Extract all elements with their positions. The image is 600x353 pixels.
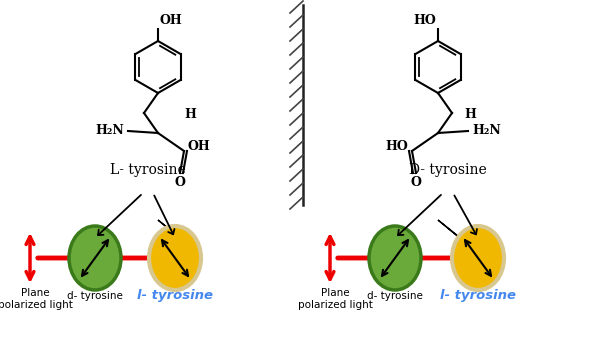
Text: H: H xyxy=(464,108,476,121)
Text: H₂N: H₂N xyxy=(95,125,124,138)
Text: L- tyrosine: L- tyrosine xyxy=(110,163,186,177)
Text: O: O xyxy=(410,176,421,190)
Polygon shape xyxy=(158,220,182,240)
Text: OH: OH xyxy=(188,140,211,154)
Ellipse shape xyxy=(149,226,201,290)
Text: d- tyrosine: d- tyrosine xyxy=(367,291,423,301)
Text: d- tyrosine: d- tyrosine xyxy=(67,291,123,301)
Text: O: O xyxy=(175,176,185,190)
Ellipse shape xyxy=(69,226,121,290)
Text: l- tyrosine: l- tyrosine xyxy=(440,289,516,302)
Text: Plane
polarized light: Plane polarized light xyxy=(298,288,373,310)
Text: HO: HO xyxy=(385,140,408,154)
Text: H: H xyxy=(184,108,196,121)
Text: D- tyrosine: D- tyrosine xyxy=(409,163,487,177)
Text: l- tyrosine: l- tyrosine xyxy=(137,289,213,302)
Text: H₂N: H₂N xyxy=(472,125,501,138)
Polygon shape xyxy=(438,220,462,240)
Text: OH: OH xyxy=(160,14,183,28)
Ellipse shape xyxy=(369,226,421,290)
Ellipse shape xyxy=(452,226,504,290)
Text: HO: HO xyxy=(413,14,436,28)
Text: Plane
polarized light: Plane polarized light xyxy=(0,288,73,310)
